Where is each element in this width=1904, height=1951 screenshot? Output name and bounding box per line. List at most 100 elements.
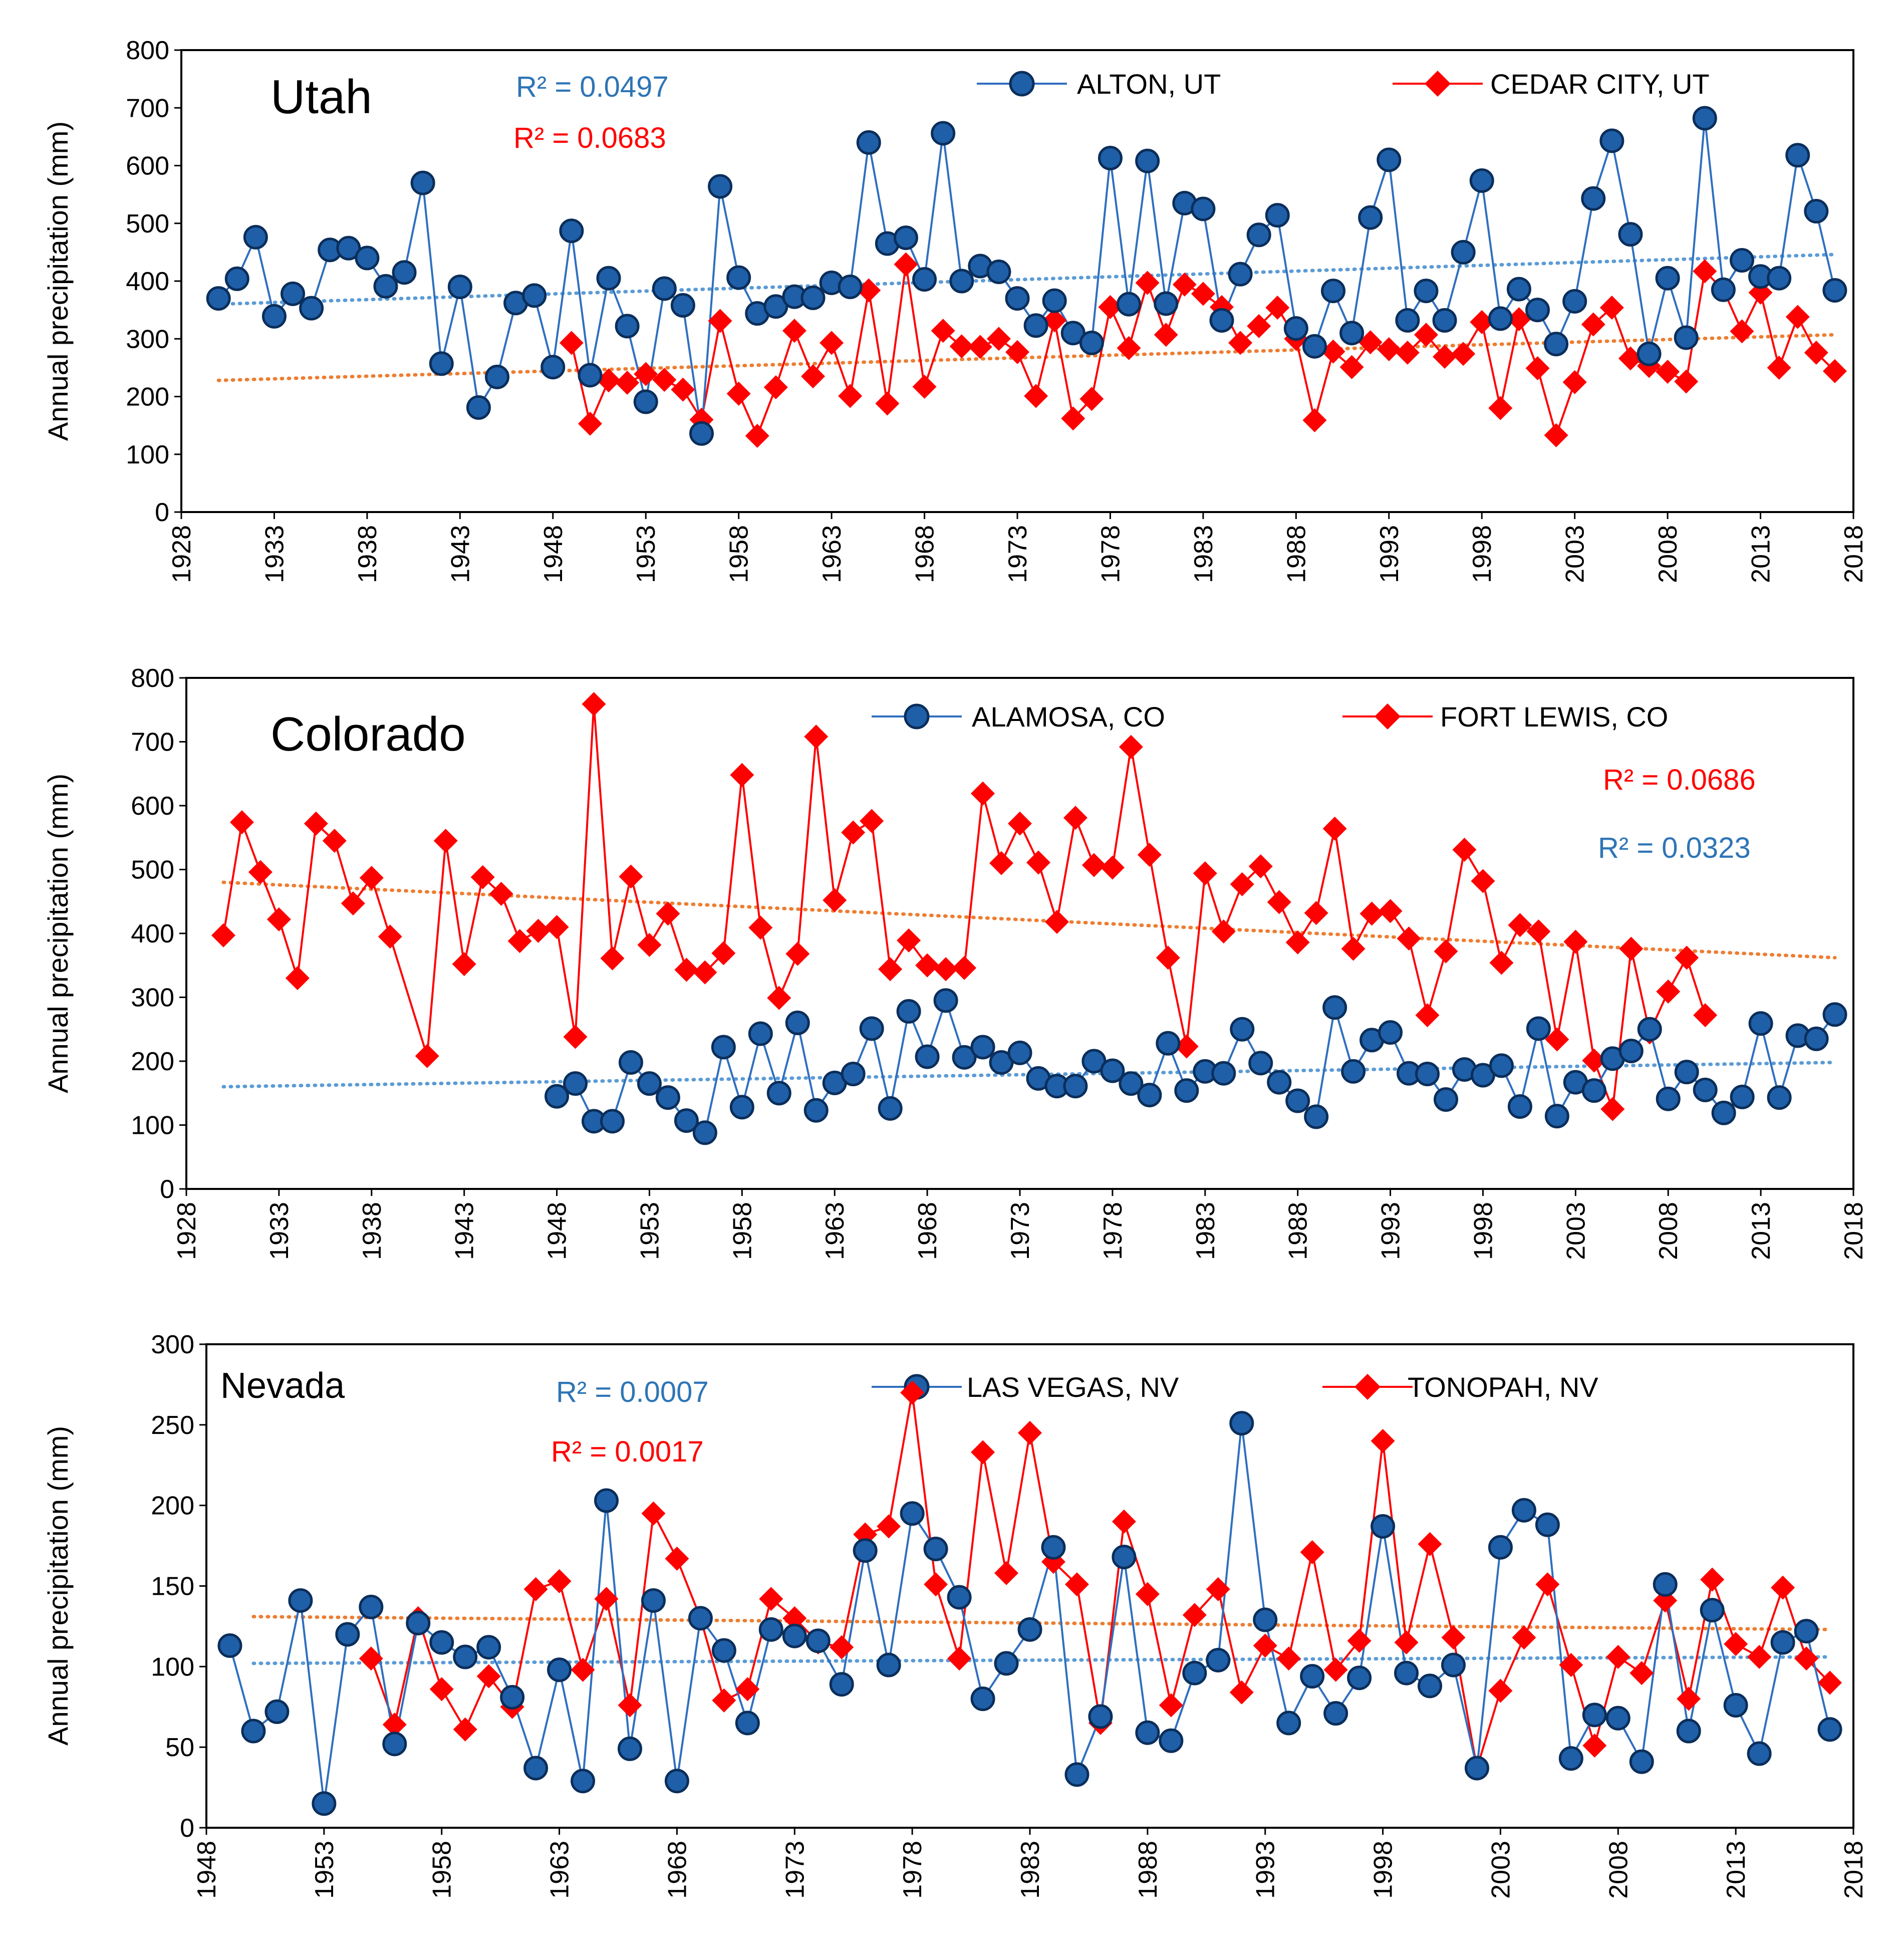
point-alton-ut-1933 bbox=[261, 304, 287, 329]
point-las-vegas-nv-1984 bbox=[1041, 1535, 1066, 1560]
point-tonopah-nv-1967 bbox=[641, 1501, 666, 1526]
point-alamosa-co-1993 bbox=[1378, 1020, 1403, 1045]
point-tonopah-nv-1999 bbox=[1394, 1630, 1419, 1655]
x-tick-label-utah-1938: 1938 bbox=[353, 525, 382, 583]
point-alton-ut-1997 bbox=[1451, 239, 1476, 265]
point-tonopah-nv-1993 bbox=[1253, 1633, 1277, 1658]
point-cedar-city-ut-1970 bbox=[949, 334, 974, 359]
point-alton-ut-1947 bbox=[522, 283, 547, 308]
point-alamosa-co-1949 bbox=[563, 1071, 588, 1096]
point-fort-lewis-co-1938 bbox=[359, 866, 384, 890]
point-alton-ut-1965 bbox=[856, 130, 881, 155]
point-alamosa-co-1960 bbox=[766, 1081, 791, 1106]
point-cedar-city-ut-1954 bbox=[652, 368, 677, 392]
point-alton-ut-2009 bbox=[1674, 325, 1699, 350]
panel-utah: Annual precipitation (mm) Utah ALTON, UT… bbox=[42, 36, 1868, 583]
x-tick-label-nevada-1988: 1988 bbox=[1134, 1841, 1163, 1899]
point-las-vegas-nv-1972 bbox=[758, 1617, 783, 1642]
point-fort-lewis-co-1995 bbox=[1415, 1003, 1440, 1028]
point-alton-ut-1939 bbox=[373, 274, 398, 299]
point-cedar-city-ut-1992 bbox=[1358, 330, 1383, 355]
point-tonopah-nv-2001 bbox=[1441, 1625, 1466, 1650]
point-alamosa-co-1951 bbox=[600, 1109, 625, 1134]
x-tick-label-colorado-1978: 1978 bbox=[1099, 1202, 1128, 1260]
point-tonopah-nv-2013 bbox=[1724, 1632, 1748, 1656]
point-alamosa-co-1996 bbox=[1433, 1087, 1458, 1112]
panel-title-nevada: Nevada bbox=[220, 1366, 345, 1406]
point-cedar-city-ut-1972 bbox=[986, 327, 1011, 351]
x-tick-label-colorado-2003: 2003 bbox=[1561, 1202, 1590, 1260]
point-alton-ut-1986 bbox=[1246, 222, 1271, 248]
x-tick-label-colorado-1968: 1968 bbox=[913, 1202, 942, 1260]
point-fort-lewis-co-1951 bbox=[600, 946, 625, 970]
point-fort-lewis-co-2009 bbox=[1675, 945, 1699, 970]
point-alton-ut-2006 bbox=[1618, 222, 1643, 247]
x-tick-label-colorado-1998: 1998 bbox=[1469, 1202, 1498, 1260]
point-alton-ut-1981 bbox=[1154, 291, 1179, 316]
point-alamosa-co-2017 bbox=[1822, 1002, 1847, 1027]
r2-label-fort-lewis: R² = 0.0686 bbox=[1603, 764, 1756, 796]
point-alamosa-co-2001 bbox=[1526, 1016, 1551, 1041]
point-cedar-city-ut-1966 bbox=[875, 391, 900, 416]
point-tonopah-nv-1965 bbox=[594, 1587, 619, 1611]
r2-label-cedar-city: R² = 0.0683 bbox=[513, 122, 666, 154]
point-las-vegas-nv-1958 bbox=[429, 1630, 454, 1655]
point-alamosa-co-1989 bbox=[1304, 1104, 1329, 1129]
x-tick-label-nevada-2008: 2008 bbox=[1604, 1841, 1633, 1899]
point-fort-lewis-co-1984 bbox=[1211, 919, 1236, 944]
point-alamosa-co-2010 bbox=[1693, 1077, 1718, 1102]
point-alamosa-co-2002 bbox=[1544, 1104, 1569, 1129]
point-fort-lewis-co-1991 bbox=[1341, 936, 1366, 961]
point-alton-ut-1942 bbox=[429, 351, 454, 376]
point-las-vegas-nv-1980 bbox=[947, 1585, 972, 1610]
point-las-vegas-nv-2008 bbox=[1605, 1705, 1630, 1731]
point-fort-lewis-co-1934 bbox=[285, 966, 310, 991]
legend-label-alamosa: ALAMOSA, CO bbox=[972, 701, 1165, 733]
point-fort-lewis-co-2002 bbox=[1545, 1027, 1569, 1052]
point-tonopah-nv-1989 bbox=[1159, 1693, 1183, 1718]
point-las-vegas-nv-1963 bbox=[547, 1657, 572, 1682]
x-tick-label-utah-2013: 2013 bbox=[1747, 525, 1776, 583]
point-alamosa-co-1965 bbox=[859, 1016, 884, 1041]
point-alton-ut-1974 bbox=[1023, 313, 1048, 338]
point-fort-lewis-co-2001 bbox=[1526, 919, 1551, 944]
x-tick-label-nevada-2013: 2013 bbox=[1722, 1841, 1751, 1899]
point-alamosa-co-1995 bbox=[1415, 1062, 1440, 1086]
point-cedar-city-ut-1993 bbox=[1377, 337, 1401, 361]
point-fort-lewis-co-1957 bbox=[711, 941, 736, 965]
x-tick-label-colorado-1993: 1993 bbox=[1377, 1202, 1406, 1260]
point-las-vegas-nv-1952 bbox=[288, 1588, 313, 1613]
point-cedar-city-ut-1952 bbox=[615, 370, 640, 395]
point-alton-ut-1964 bbox=[838, 275, 863, 300]
point-tonopah-nv-2004 bbox=[1512, 1625, 1536, 1650]
x-tick-label-utah-1958: 1958 bbox=[725, 525, 754, 583]
x-tick-label-utah-1968: 1968 bbox=[911, 525, 940, 583]
x-tick-label-utah-1963: 1963 bbox=[818, 525, 847, 583]
y-tick-label-colorado-300: 300 bbox=[131, 984, 174, 1013]
point-alton-ut-1972 bbox=[986, 260, 1011, 285]
point-las-vegas-nv-2010 bbox=[1653, 1572, 1678, 1597]
point-tonopah-nv-2003 bbox=[1488, 1678, 1513, 1703]
point-fort-lewis-co-1970 bbox=[952, 955, 977, 980]
point-fort-lewis-co-1939 bbox=[378, 924, 402, 949]
point-las-vegas-nv-1953 bbox=[312, 1791, 337, 1816]
point-fort-lewis-co-1983 bbox=[1193, 861, 1217, 886]
point-cedar-city-ut-1985 bbox=[1228, 331, 1253, 355]
point-tonopah-nv-1968 bbox=[665, 1546, 689, 1571]
point-fort-lewis-co-1998 bbox=[1471, 869, 1495, 893]
point-tonopah-nv-1997 bbox=[1347, 1628, 1372, 1653]
y-tick-label-utah-800: 800 bbox=[126, 36, 169, 65]
point-alamosa-co-1985 bbox=[1230, 1017, 1255, 1042]
point-fort-lewis-co-1966 bbox=[878, 957, 903, 982]
point-alamosa-co-1990 bbox=[1322, 995, 1347, 1020]
point-las-vegas-nv-1998 bbox=[1371, 1514, 1396, 1539]
point-cedar-city-ut-1983 bbox=[1191, 282, 1215, 306]
point-cedar-city-ut-1999 bbox=[1488, 396, 1513, 420]
point-cedar-city-ut-1987 bbox=[1265, 296, 1290, 320]
point-las-vegas-nv-1956 bbox=[382, 1732, 407, 1757]
point-alton-ut-1993 bbox=[1377, 147, 1402, 172]
point-alton-ut-1937 bbox=[336, 235, 361, 261]
point-alton-ut-1979 bbox=[1117, 292, 1142, 317]
point-fort-lewis-co-2000 bbox=[1508, 913, 1532, 937]
point-las-vegas-nv-2003 bbox=[1488, 1535, 1513, 1560]
